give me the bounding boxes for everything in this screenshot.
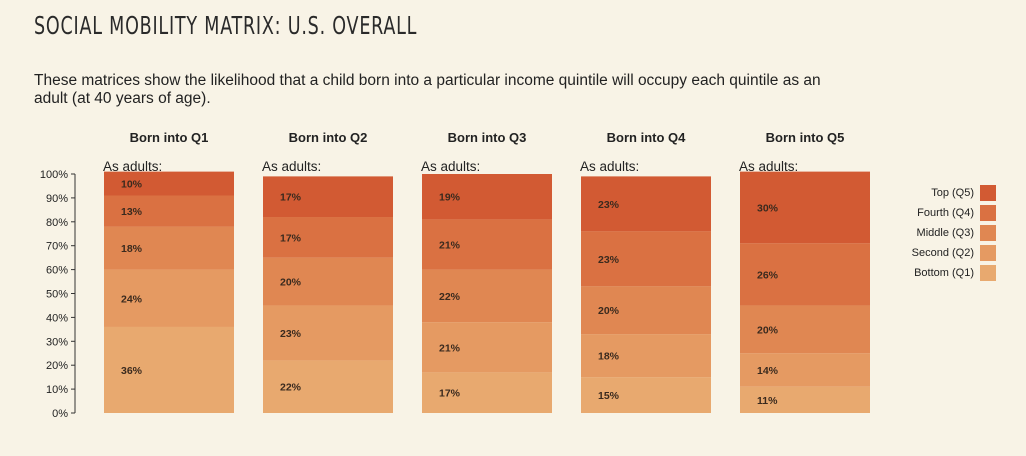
y-tick-label: 90% (46, 193, 68, 205)
bar-segment (263, 176, 393, 218)
y-tick-label: 10% (46, 384, 68, 396)
data-label: 18% (598, 351, 620, 363)
y-tick-label: 70% (46, 241, 68, 253)
legend-swatch (980, 265, 996, 281)
category-label: Born into Q5 (766, 130, 845, 145)
bar-segment (422, 219, 552, 270)
data-label: 11% (757, 395, 778, 407)
legend-label: Middle (Q3) (916, 227, 974, 239)
legend-item: Top (Q5) (880, 183, 996, 203)
legend-item: Middle (Q3) (880, 223, 996, 243)
data-label: 15% (598, 390, 620, 402)
bar-segment (581, 377, 711, 413)
bar-segment (740, 305, 870, 354)
as-adults-label: As adults: (580, 159, 639, 174)
data-label: 24% (121, 293, 143, 305)
bar-segment (422, 322, 552, 373)
bar-segment (263, 360, 393, 413)
data-label: 18% (121, 243, 143, 255)
bar-segment (740, 171, 870, 244)
bar-segment (581, 286, 711, 335)
y-tick-label: 80% (46, 217, 68, 229)
as-adults-label: As adults: (103, 159, 162, 174)
data-label: 17% (280, 232, 302, 244)
bar-segment (422, 372, 552, 413)
category-label: Born into Q4 (607, 130, 686, 145)
category-label: Born into Q3 (448, 130, 527, 145)
data-label: 20% (757, 324, 779, 336)
bar-segment (104, 269, 234, 327)
data-label: 23% (280, 328, 302, 340)
bar-segment (740, 243, 870, 306)
data-label: 17% (439, 388, 461, 400)
category-label: Born into Q2 (289, 130, 368, 145)
data-label: 36% (121, 365, 143, 377)
y-tick-label: 30% (46, 336, 68, 348)
bar-segment (581, 176, 711, 232)
y-tick-label: 100% (40, 169, 68, 181)
bar-segment (104, 226, 234, 270)
legend-swatch (980, 205, 996, 221)
y-tick-label: 50% (46, 289, 68, 301)
as-adults-label: As adults: (739, 159, 798, 174)
data-label: 23% (598, 254, 620, 266)
y-tick-label: 20% (46, 360, 68, 372)
data-label: 23% (598, 199, 620, 211)
data-label: 22% (439, 291, 461, 303)
bar-segment (104, 171, 234, 196)
legend-item: Second (Q2) (880, 243, 996, 263)
data-label: 22% (280, 382, 302, 394)
legend: Top (Q5) Fourth (Q4) Middle (Q3) Second (Q2… (880, 183, 996, 283)
legend-label: Second (Q2) (911, 247, 974, 259)
as-adults-label: As adults: (262, 159, 321, 174)
data-label: 19% (439, 192, 461, 204)
legend-swatch (980, 245, 996, 261)
data-label: 21% (439, 342, 461, 354)
bar-segment (263, 217, 393, 258)
as-adults-label: As adults: (421, 159, 480, 174)
data-label: 14% (757, 365, 779, 377)
legend-item: Fourth (Q4) (880, 203, 996, 223)
data-label: 30% (757, 202, 779, 214)
legend-label: Bottom (Q1) (914, 267, 974, 279)
bar-segment (104, 326, 234, 413)
legend-swatch (980, 225, 996, 241)
legend-swatch (980, 185, 996, 201)
bar-segment (581, 231, 711, 287)
bar-segment (422, 269, 552, 323)
category-label: Born into Q1 (130, 130, 209, 145)
bar-segment (740, 386, 870, 413)
bar-segment (581, 334, 711, 378)
bar-segment (740, 353, 870, 387)
data-label: 20% (598, 305, 620, 317)
chart-title: SOCIAL MOBILITY MATRIX: U.S. OVERALL (34, 11, 418, 40)
bar-segment (263, 305, 393, 361)
bar-segment (422, 174, 552, 220)
data-label: 20% (280, 277, 302, 289)
data-label: 13% (121, 206, 143, 218)
data-label: 21% (439, 240, 461, 252)
legend-label: Fourth (Q4) (917, 207, 974, 219)
bar-segment (104, 195, 234, 227)
data-label: 17% (280, 192, 302, 204)
legend-label: Top (Q5) (931, 187, 974, 199)
data-label: 26% (757, 269, 779, 281)
legend-item: Bottom (Q1) (880, 263, 996, 283)
y-tick-label: 0% (52, 408, 68, 420)
chart-subtitle: These matrices show the likelihood that … (34, 72, 821, 107)
y-tick-label: 60% (46, 265, 68, 277)
bar-segment (263, 257, 393, 306)
y-tick-label: 40% (46, 312, 68, 324)
data-label: 10% (121, 179, 143, 191)
